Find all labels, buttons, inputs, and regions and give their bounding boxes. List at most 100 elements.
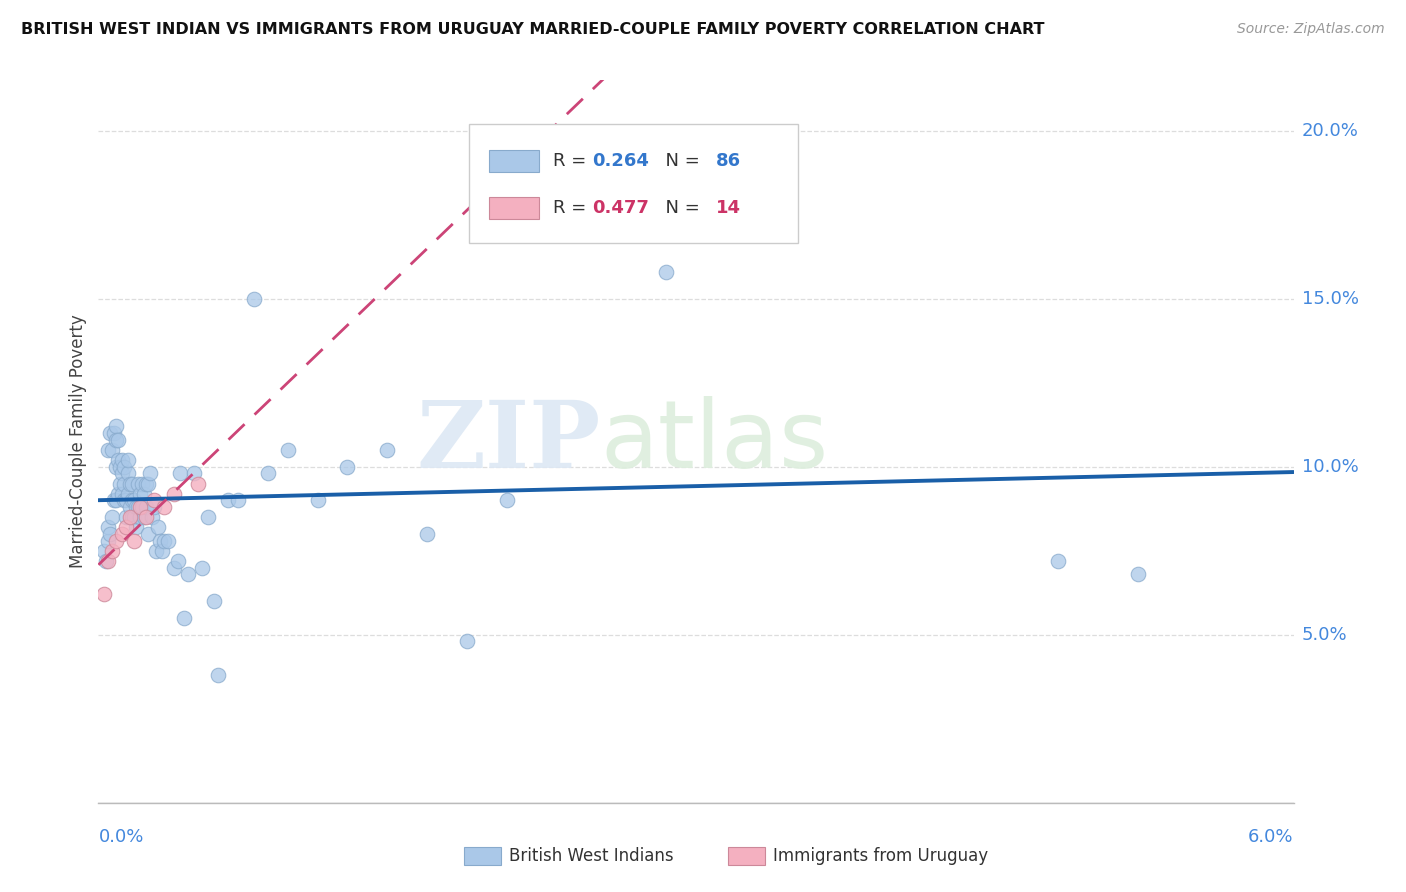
Point [153,500,176,514]
Point [103,493,125,508]
Text: 14: 14 [716,199,741,217]
Point [93,587,115,601]
Point [111,527,134,541]
Text: 10.0%: 10.0% [1302,458,1358,475]
Point [177,567,200,582]
Text: atlas: atlas [600,395,828,488]
Point [134,510,156,524]
Point [127,500,149,514]
Point [117,467,139,481]
Point [167,554,190,568]
Text: 86: 86 [716,152,741,169]
Point [149,533,172,548]
Point [456,634,478,648]
Point [187,476,209,491]
Point [93,543,115,558]
Text: BRITISH WEST INDIAN VS IMMIGRANTS FROM URUGUAY MARRIED-COUPLE FAMILY POVERTY COR: BRITISH WEST INDIAN VS IMMIGRANTS FROM U… [21,22,1045,37]
Point [111,486,134,500]
Point [115,520,138,534]
Point [107,486,129,500]
Point [336,459,359,474]
Point [375,442,398,457]
Point [183,467,205,481]
Text: N =: N = [654,152,706,169]
Point [120,476,142,491]
Text: Source: ZipAtlas.com: Source: ZipAtlas.com [1237,22,1385,37]
Point [121,493,143,508]
Point [495,493,517,508]
Point [124,493,146,508]
Point [143,493,166,508]
Point [145,543,167,558]
Point [136,476,159,491]
Point [115,510,138,524]
FancyBboxPatch shape [489,150,540,171]
Point [98,426,122,441]
Point [120,500,142,514]
Point [163,486,186,500]
Point [129,500,152,514]
Point [101,543,124,558]
Text: N =: N = [654,199,706,217]
Point [103,426,125,441]
Point [98,527,122,541]
Point [135,510,157,524]
Point [127,476,149,491]
Text: R =: R = [553,199,592,217]
Point [655,265,678,279]
Text: ZIP: ZIP [416,397,600,486]
Point [416,527,439,541]
Point [197,510,219,524]
Text: 0.477: 0.477 [592,199,650,217]
Point [134,486,156,500]
Point [131,476,153,491]
Point [143,500,166,514]
Point [112,476,135,491]
Point [105,493,128,508]
Text: 6.0%: 6.0% [1249,828,1294,846]
Point [163,560,186,574]
Point [307,493,329,508]
Point [135,476,157,491]
Point [107,453,129,467]
Point [124,510,146,524]
Point [112,493,135,508]
Point [105,459,128,474]
Point [120,510,142,524]
Point [97,520,120,534]
Point [129,510,152,524]
Text: 15.0%: 15.0% [1302,290,1358,308]
Point [124,533,146,548]
Point [112,459,135,474]
Point [1128,567,1150,582]
Point [121,510,143,524]
Text: Immigrants from Uruguay: Immigrants from Uruguay [773,847,988,865]
Point [97,533,120,548]
Y-axis label: Married-Couple Family Poverty: Married-Couple Family Poverty [69,315,87,568]
Point [136,527,159,541]
Point [110,476,132,491]
Point [536,157,558,171]
Point [97,554,120,568]
FancyBboxPatch shape [489,197,540,219]
Point [202,594,225,608]
Point [121,476,143,491]
Text: 0.0%: 0.0% [98,828,143,846]
Point [96,554,118,568]
Point [169,467,191,481]
Point [226,493,249,508]
Point [110,459,132,474]
Point [101,442,124,457]
Point [101,510,124,524]
Point [131,500,153,514]
Point [135,500,157,514]
Point [117,486,139,500]
Text: British West Indians: British West Indians [509,847,673,865]
Point [243,292,266,306]
Text: 5.0%: 5.0% [1302,626,1347,644]
Point [139,467,162,481]
Point [1047,554,1070,568]
Point [277,442,299,457]
Point [111,467,134,481]
Point [129,486,152,500]
